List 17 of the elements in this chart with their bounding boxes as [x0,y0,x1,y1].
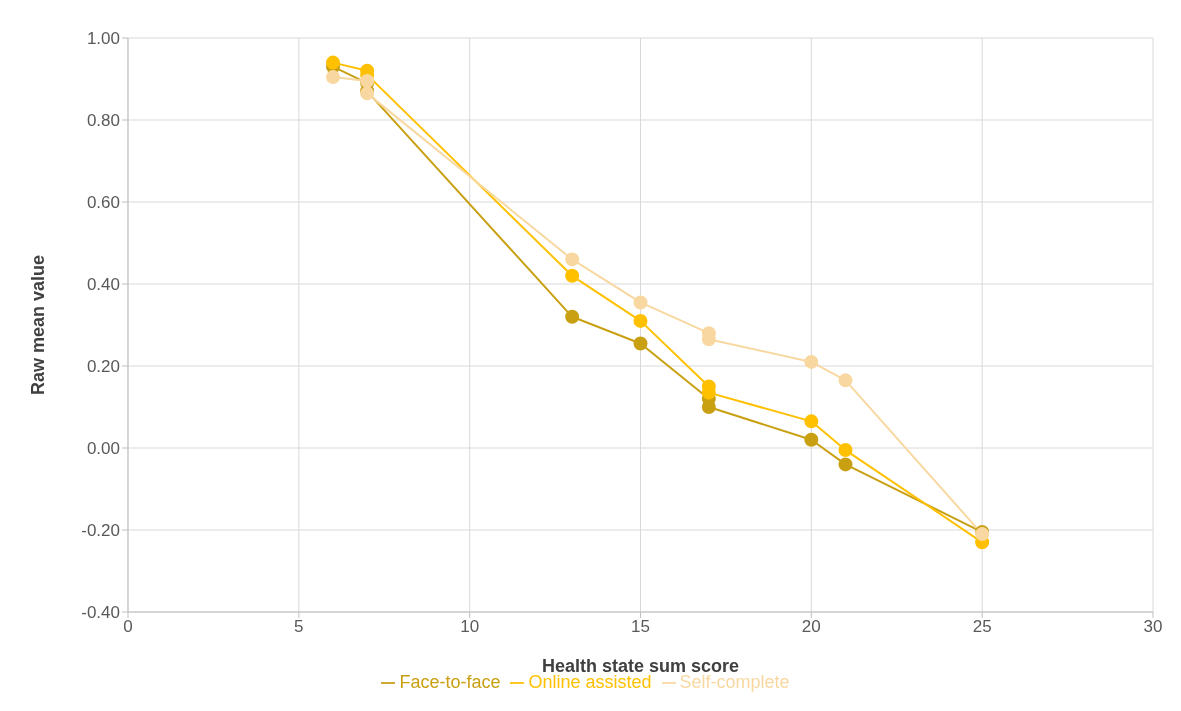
y-tick-label: 1.00 [86,29,120,49]
x-tick-label: 10 [460,617,480,637]
y-tick-label: -0.20 [81,521,120,541]
y-tick-label: 0.20 [86,357,120,377]
x-tick-label: 30 [1143,617,1163,637]
y-tick-label: 0.00 [86,439,120,459]
x-tick-label: 25 [972,617,992,637]
legend-label: Face-to-face [399,672,501,692]
x-tick-label: 0 [123,617,133,637]
y-tick-label: 0.60 [86,193,120,213]
x-tick-label: 15 [631,617,650,637]
x-tick-label: 5 [294,617,304,637]
y-axis-title: Raw mean value [28,254,49,396]
y-tick-label: 0.40 [86,275,120,295]
y-tick-label: 0.80 [86,111,120,131]
x-tick-label: 20 [801,617,821,637]
y-tick-label: -0.40 [81,603,120,623]
